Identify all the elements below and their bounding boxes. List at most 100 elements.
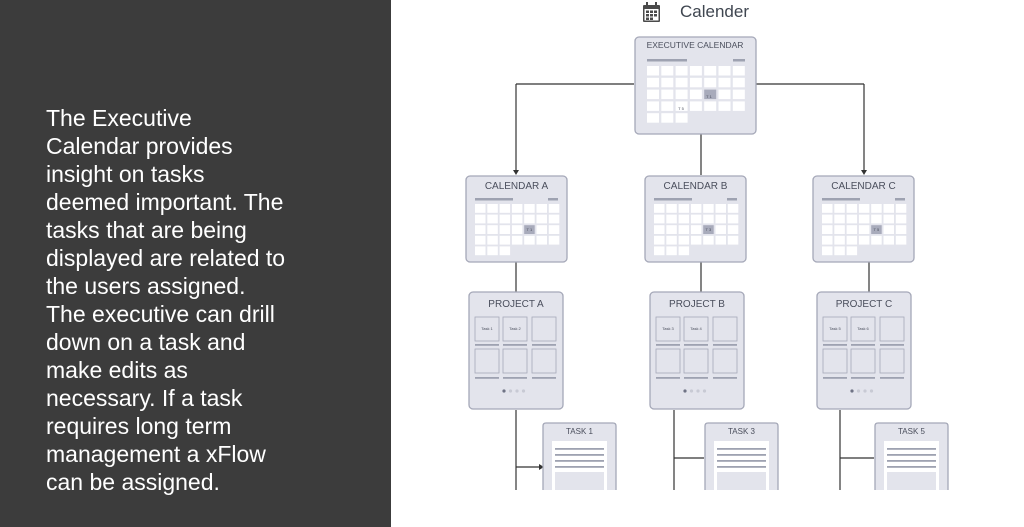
project-tile-bar: [684, 377, 708, 379]
project-tile-bar: [851, 377, 875, 379]
calendar-card: CALENDAR C T 5: [812, 175, 915, 263]
executive-calendar-day-cell: [647, 66, 659, 76]
pager-dot: [515, 389, 519, 393]
project-task-label: Task 4: [690, 326, 702, 331]
executive-calendar-day-cell: [647, 89, 659, 100]
project-task-tile: [850, 316, 876, 342]
header-title: Calender: [680, 2, 749, 21]
executive-calendar-card: EXECUTIVE CALENDAR T 1 T 5: [634, 36, 757, 135]
calendar-day-cell: [703, 225, 714, 234]
executive-calendar-day-cell: [732, 77, 745, 88]
connector-lines: [513, 83, 874, 490]
project-tile-bar: [656, 344, 680, 346]
calendar-day-cell: [524, 235, 535, 245]
executive-calendar-day-cell: [732, 89, 745, 100]
calendar-day-cell: [727, 235, 739, 245]
pager-dot: [856, 389, 861, 393]
project-task-tile: [655, 348, 681, 374]
task-card-line: [555, 454, 604, 456]
executive-calendar-day-cell: [675, 113, 688, 123]
calendar-day-cell: [727, 204, 739, 213]
calendar-day-cell: [858, 225, 870, 234]
calendar-day-cell: [690, 214, 702, 224]
pager-dot: [521, 389, 526, 393]
calendar-day-cell: [475, 204, 486, 213]
calendar-day-cell: [499, 235, 511, 245]
calendar-day-cell: [548, 235, 560, 245]
calendar-day-cell: [871, 235, 882, 245]
pager-dot: [502, 389, 506, 393]
calendar-day-cell: [690, 225, 702, 234]
calendar-day-cell: [834, 225, 845, 234]
calendar-day-cell: [883, 204, 894, 213]
calendar-day-cell: [548, 214, 560, 224]
project-task-tile: [712, 348, 738, 374]
project-task-tile: [879, 316, 905, 342]
project-label: PROJECT A: [488, 299, 544, 310]
calendar-day-cell: [654, 204, 665, 213]
task-card-block: [555, 472, 604, 490]
calendar-day-cell: [846, 214, 858, 224]
executive-calendar-day-cell: [718, 89, 731, 100]
project-tile-bar: [823, 377, 847, 379]
project-tile-bar: [475, 344, 499, 346]
calendar-task-label: T 5: [874, 227, 880, 232]
executive-calendar-day-cell: [718, 77, 731, 88]
calendar-day-cell: [487, 235, 498, 245]
arrow-head: [861, 170, 867, 175]
calendar-day-cell: [715, 225, 726, 234]
project-tile-bar: [532, 377, 556, 379]
calendar-day-cell: [834, 204, 845, 213]
calendar-day-cell: [536, 235, 547, 245]
calendar-icon: [643, 2, 660, 22]
calendar-day-cell: [678, 214, 690, 224]
executive-calendar-day-cell: [718, 66, 731, 76]
project-task-label: Task 2: [509, 326, 521, 331]
task-card: TASK 1: [542, 422, 617, 490]
calendar-day-cell: [654, 235, 665, 245]
calendar-day-cell: [524, 204, 535, 213]
project-label: PROJECT C: [836, 299, 893, 310]
arrow-head: [513, 170, 519, 175]
executive-calendar-day-cell: [689, 101, 702, 111]
calendar-day-cell: [846, 235, 858, 245]
calendar-day-cell: [548, 225, 560, 234]
calendar-day-cell: [666, 246, 677, 256]
calendar-day-cell: [822, 225, 833, 234]
left-panel: The Executive Calendar provides insight …: [0, 0, 391, 527]
pager-dot: [869, 389, 874, 393]
executive-calendar-day-cell: [675, 77, 688, 88]
calendar-day-cell: [499, 214, 511, 224]
executive-calendar-day-cell: [661, 89, 674, 100]
description-text: The Executive Calendar provides insight …: [46, 105, 286, 495]
task-card-line: [717, 466, 766, 468]
pager-dot: [683, 389, 687, 393]
calendar-day-cell: [822, 204, 833, 213]
calendar-day-cell: [703, 204, 714, 213]
calendar-day-cell: [487, 225, 498, 234]
task-card-line: [887, 448, 936, 450]
calendar-day-cell: [654, 225, 665, 234]
task-card-label: TASK 5: [898, 427, 926, 436]
calendar-day-cell: [536, 225, 547, 234]
executive-calendar-day-cell: [675, 66, 688, 76]
executive-calendar-day-cell: [647, 113, 659, 123]
calendar-label: CALENDAR A: [485, 181, 549, 192]
calendar-day-cell: [654, 246, 665, 256]
executive-calendar-day-cell: [675, 89, 688, 100]
calendar-day-cell: [511, 214, 523, 224]
task-card-line: [555, 448, 604, 450]
calendar-day-cell: [666, 204, 677, 213]
project-task-tile: [712, 316, 738, 342]
calendar-day-cell: [487, 214, 498, 224]
task-card-line: [717, 460, 766, 462]
calendar-day-cell: [666, 214, 677, 224]
project-tile-bar: [880, 344, 904, 346]
calendar-header-bar: [822, 198, 860, 201]
calendar-day-cell: [822, 214, 833, 224]
project-tile-bar: [851, 344, 875, 346]
arrow-head: [539, 464, 544, 470]
project-task-tile: [683, 316, 709, 342]
task-card-line: [555, 466, 604, 468]
executive-calendar-day-cell: [661, 77, 674, 88]
